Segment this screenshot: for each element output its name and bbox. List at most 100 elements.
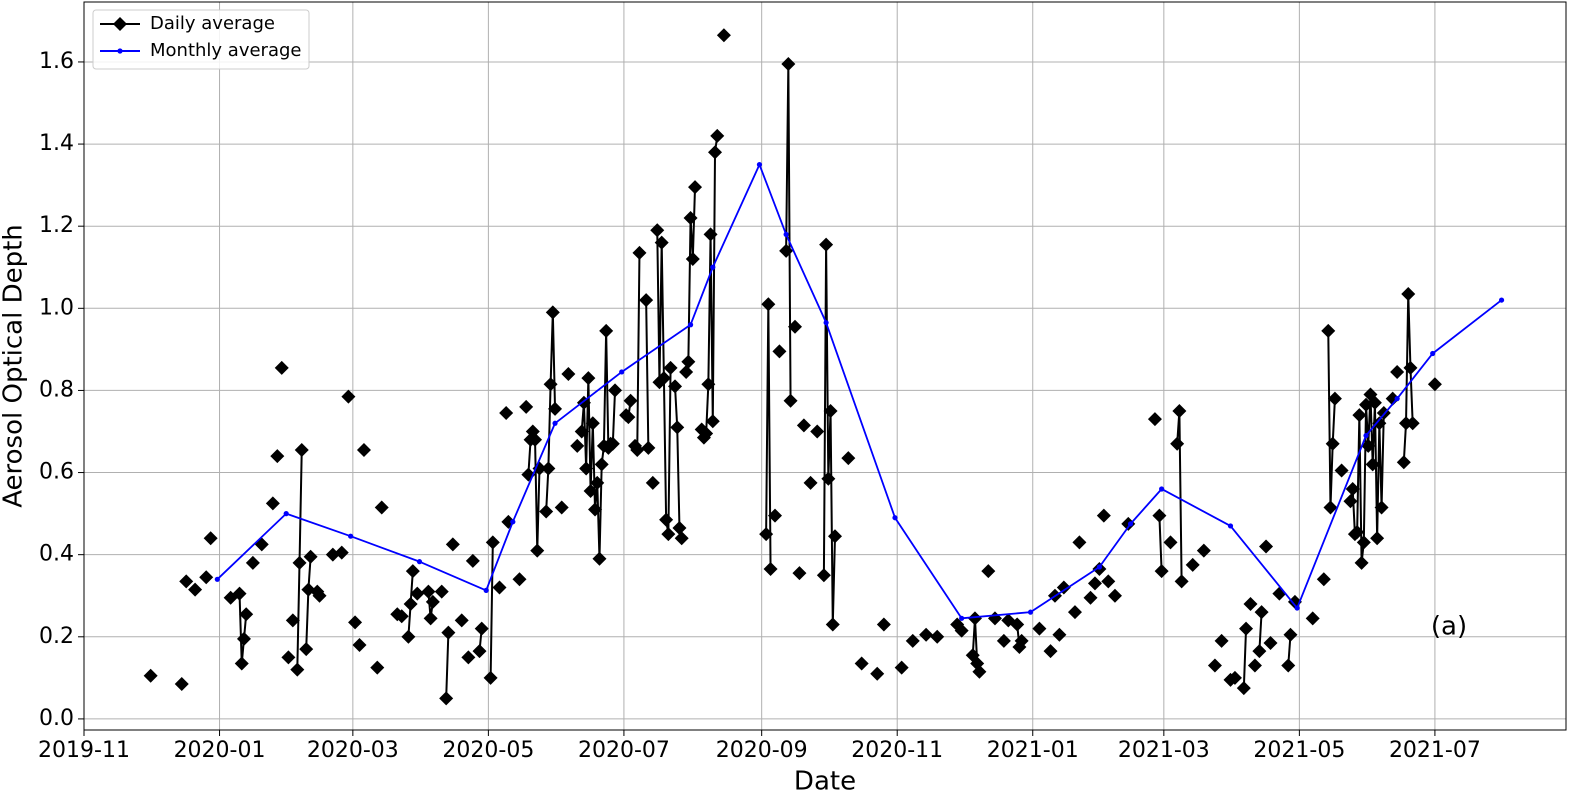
diamond-marker	[299, 642, 314, 657]
diamond-marker	[972, 664, 987, 679]
diamond-marker	[425, 594, 440, 609]
diamond-marker	[1263, 635, 1278, 650]
diamond-marker	[681, 354, 696, 369]
diamond-marker	[394, 609, 409, 624]
diamond-marker	[674, 531, 689, 546]
diamond-marker	[668, 379, 683, 394]
diamond-marker	[816, 568, 831, 583]
diamond-marker	[1323, 500, 1338, 515]
diamond-marker	[1214, 633, 1229, 648]
dot-marker	[1430, 350, 1436, 357]
diamond-marker	[1334, 463, 1349, 478]
diamond-marker	[113, 17, 127, 31]
diamond-marker	[594, 457, 609, 472]
diamond-marker	[1372, 416, 1387, 431]
diamond-marker	[905, 633, 920, 648]
dot-marker	[283, 511, 289, 517]
diamond-marker	[708, 145, 723, 160]
diamond-marker	[768, 508, 783, 523]
diamond-marker	[441, 625, 456, 640]
x-tick-label: 2021-03	[1118, 738, 1210, 763]
diamond-marker	[841, 451, 856, 466]
diamond-marker	[1385, 391, 1400, 406]
diamond-marker	[581, 371, 596, 386]
diamond-marker	[512, 572, 527, 587]
x-tick-label: 2021-01	[987, 738, 1079, 763]
y-tick-label: 0.6	[39, 460, 74, 485]
diamond-marker	[421, 584, 436, 599]
diamond-marker	[590, 475, 605, 490]
diamond-marker	[650, 223, 665, 238]
diamond-marker	[599, 323, 614, 338]
dot-marker	[1027, 609, 1034, 615]
diamond-marker	[1345, 481, 1360, 496]
dot-marker	[1394, 396, 1400, 402]
diamond-marker	[783, 393, 798, 408]
diamond-marker	[303, 549, 318, 564]
legend-label: Monthly average	[150, 40, 301, 61]
diamond-marker	[1343, 494, 1358, 509]
x-tick-label: 2020-01	[174, 738, 266, 763]
dot-marker	[687, 322, 694, 328]
x-tick-label: 2020-07	[578, 738, 670, 763]
diamond-marker	[659, 512, 674, 527]
dot-marker	[823, 320, 829, 326]
diamond-marker	[894, 660, 909, 675]
diamond-marker	[1316, 572, 1331, 587]
dot-marker	[510, 519, 516, 525]
diamond-marker	[639, 293, 654, 308]
diamond-marker	[1247, 658, 1262, 673]
diamond-marker	[483, 670, 498, 685]
diamond-marker	[1305, 611, 1320, 626]
diamond-marker	[1152, 508, 1167, 523]
diamond-marker	[763, 562, 778, 577]
diamond-marker	[1072, 535, 1087, 550]
diamond-marker	[1374, 500, 1389, 515]
diamond-marker	[341, 389, 356, 404]
x-tick-label: 2020-05	[442, 738, 534, 763]
diamond-marker	[570, 438, 585, 453]
diamond-marker	[1427, 377, 1442, 392]
diamond-marker	[528, 432, 543, 447]
diamond-marker	[588, 502, 603, 517]
x-tick-label: 2019-11	[38, 738, 130, 763]
dot-marker	[892, 515, 898, 521]
diamond-marker	[1325, 436, 1340, 451]
y-tick-label: 0.4	[39, 542, 74, 567]
diamond-marker	[374, 500, 389, 515]
annotation: (a)	[1431, 612, 1467, 642]
diamond-marker	[688, 180, 703, 195]
diamond-marker	[1170, 436, 1185, 451]
diamond-marker	[1243, 596, 1258, 611]
dot-marker	[416, 559, 423, 565]
diamond-marker	[823, 403, 838, 418]
dot-marker	[1227, 523, 1234, 529]
diamond-marker	[788, 319, 803, 334]
diamond-marker	[716, 28, 731, 43]
diamond-marker	[403, 596, 418, 611]
diamond-marker	[1390, 364, 1405, 379]
diamond-marker	[919, 627, 934, 642]
diamond-marker	[1239, 621, 1254, 636]
x-tick-label: 2021-07	[1389, 738, 1481, 763]
diamond-marker	[661, 527, 676, 542]
diamond-marker	[265, 496, 280, 511]
dot-marker	[1294, 605, 1300, 611]
legend-label: Daily average	[150, 13, 275, 34]
diamond-marker	[1032, 621, 1047, 636]
diamond-marker	[579, 461, 594, 476]
x-tick-label: 2020-03	[307, 738, 399, 763]
dot-marker	[1363, 432, 1369, 439]
diamond-marker	[1101, 574, 1116, 589]
diamond-marker	[232, 586, 247, 601]
diamond-marker	[179, 574, 194, 589]
diamond-marker	[663, 360, 678, 375]
y-tick-label: 1.4	[39, 131, 74, 156]
diamond-marker	[987, 611, 1002, 626]
diamond-marker	[539, 504, 554, 519]
dot-marker	[552, 420, 558, 426]
diamond-marker	[792, 566, 807, 581]
x-tick-label: 2021-05	[1253, 738, 1345, 763]
diamond-marker	[819, 237, 834, 252]
x-axis-label: Date	[794, 767, 856, 795]
